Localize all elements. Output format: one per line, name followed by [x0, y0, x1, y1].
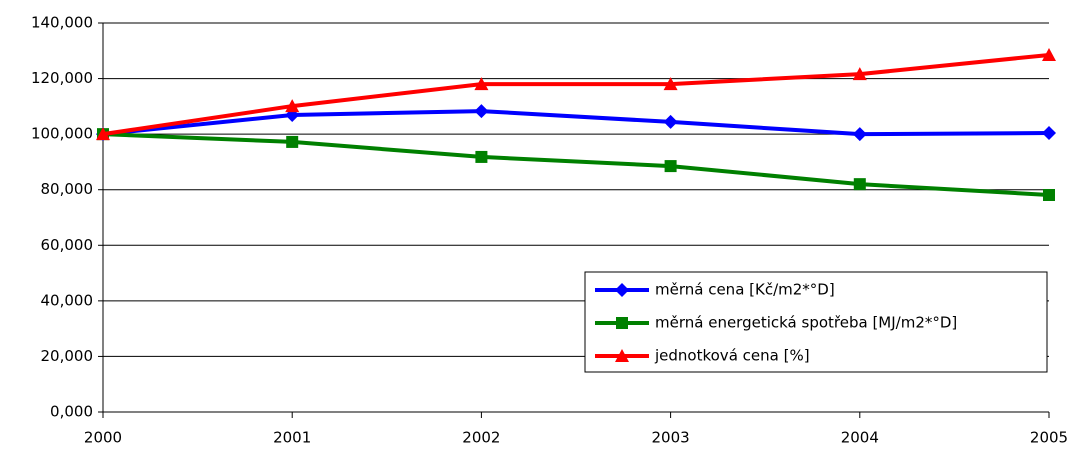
legend-label: měrná energetická spotřeba [MJ/m2*°D] — [655, 314, 957, 332]
x-tick-label: 2002 — [462, 429, 500, 447]
series-line — [102, 132, 1050, 197]
data-point — [96, 127, 110, 141]
x-tick-label: 2001 — [273, 429, 311, 447]
data-point — [663, 114, 678, 129]
x-tick-label: 2003 — [652, 429, 690, 447]
data-point — [285, 99, 300, 113]
data-point — [1042, 47, 1056, 61]
y-tick-label: 20,000 — [41, 347, 94, 365]
y-tick-label: 100,000 — [31, 125, 93, 143]
data-point — [664, 160, 677, 173]
y-tick-label: 40,000 — [41, 291, 94, 309]
series-line — [102, 52, 1050, 137]
data-point — [853, 178, 866, 191]
series-line — [102, 109, 1050, 137]
data-point — [286, 135, 299, 148]
x-tick-label: 2000 — [84, 429, 122, 447]
y-tick-label: 80,000 — [41, 180, 94, 198]
x-tick-label: 2005 — [1030, 429, 1068, 447]
y-tick-label: 60,000 — [41, 236, 94, 254]
legend-marker — [616, 317, 628, 329]
data-point — [1043, 188, 1055, 201]
data-point — [1042, 126, 1056, 141]
legend-marker — [615, 349, 629, 362]
data-point — [474, 104, 489, 119]
legend-box — [584, 271, 1048, 373]
data-point — [474, 77, 489, 91]
data-point — [852, 67, 867, 81]
legend-marker — [615, 283, 629, 297]
legend-label: jednotková cena [%] — [654, 347, 810, 365]
data-point — [663, 77, 678, 91]
data-point — [852, 127, 867, 142]
y-tick-label: 0,000 — [50, 403, 93, 421]
data-point — [475, 150, 488, 163]
x-tick-label: 2004 — [841, 429, 879, 447]
legend-label: měrná cena [Kč/m2*°D] — [655, 281, 835, 299]
y-tick-label: 120,000 — [31, 69, 93, 87]
y-tick-label: 140,000 — [31, 14, 93, 32]
